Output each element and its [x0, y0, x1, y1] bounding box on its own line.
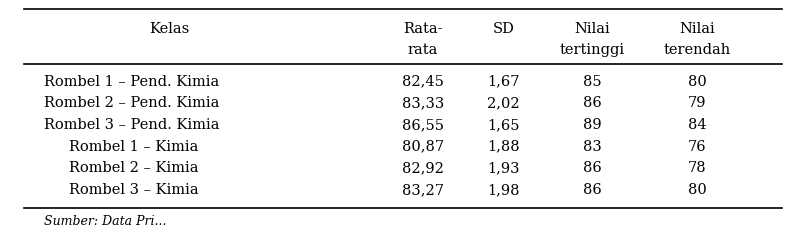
Text: 1,98: 1,98	[488, 182, 520, 196]
Text: Rombel 2 – Kimia: Rombel 2 – Kimia	[69, 161, 198, 174]
Text: Rombel 1 – Pend. Kimia: Rombel 1 – Pend. Kimia	[44, 74, 219, 88]
Text: 89: 89	[583, 117, 602, 131]
Text: 2,02: 2,02	[488, 96, 520, 110]
Text: Rombel 2 – Pend. Kimia: Rombel 2 – Pend. Kimia	[44, 96, 220, 110]
Text: Sumber: Data Pri...: Sumber: Data Pri...	[44, 214, 167, 227]
Text: terendah: terendah	[663, 43, 731, 57]
Text: rata: rata	[408, 43, 438, 57]
Text: 83,33: 83,33	[402, 96, 444, 110]
Text: 86: 86	[583, 96, 602, 110]
Text: SD: SD	[492, 22, 515, 36]
Text: 82,92: 82,92	[402, 161, 444, 174]
Text: 79: 79	[688, 96, 706, 110]
Text: Rombel 1 – Kimia: Rombel 1 – Kimia	[69, 139, 198, 153]
Text: 86: 86	[583, 161, 602, 174]
Text: 83,27: 83,27	[402, 182, 444, 196]
Text: 1,93: 1,93	[488, 161, 520, 174]
Text: 82,45: 82,45	[402, 74, 444, 88]
Text: 1,88: 1,88	[488, 139, 520, 153]
Text: Kelas: Kelas	[149, 22, 189, 36]
Text: 86,55: 86,55	[402, 117, 444, 131]
Text: Rombel 3 – Pend. Kimia: Rombel 3 – Pend. Kimia	[44, 117, 220, 131]
Text: 85: 85	[583, 74, 602, 88]
Text: 80,87: 80,87	[402, 139, 444, 153]
Text: 76: 76	[688, 139, 707, 153]
Text: 83: 83	[583, 139, 602, 153]
Text: Nilai: Nilai	[575, 22, 610, 36]
Text: tertinggi: tertinggi	[560, 43, 625, 57]
Text: 84: 84	[688, 117, 707, 131]
Text: Nilai: Nilai	[679, 22, 715, 36]
Text: 86: 86	[583, 182, 602, 196]
Text: 1,67: 1,67	[488, 74, 520, 88]
Text: 1,65: 1,65	[488, 117, 520, 131]
Text: 80: 80	[688, 74, 707, 88]
Text: Rata-: Rata-	[403, 22, 443, 36]
Text: 80: 80	[688, 182, 707, 196]
Text: Rombel 3 – Kimia: Rombel 3 – Kimia	[69, 182, 198, 196]
Text: 78: 78	[688, 161, 707, 174]
